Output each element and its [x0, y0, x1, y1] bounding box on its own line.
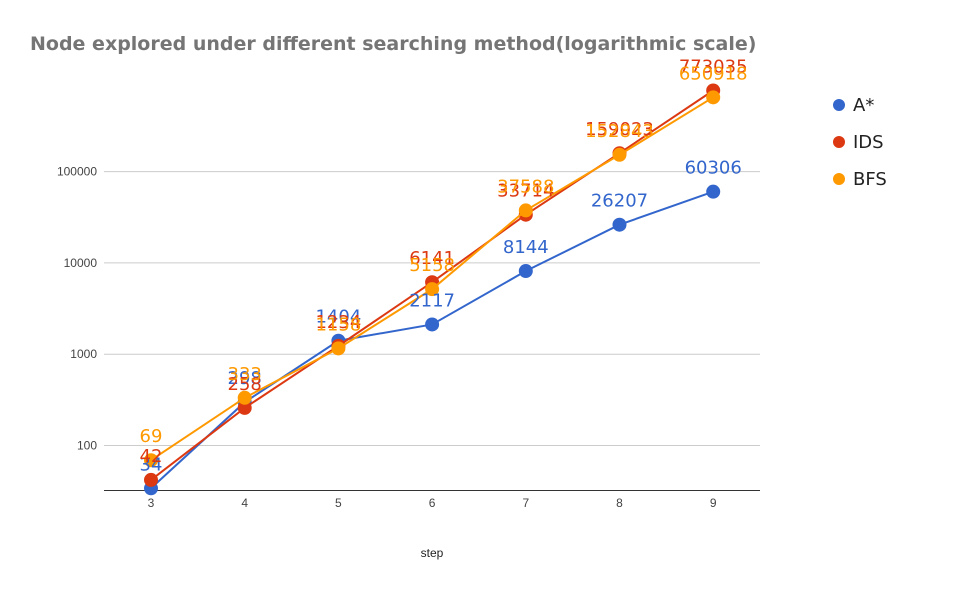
x-tick-label: 9 — [710, 496, 717, 510]
legend-marker — [833, 173, 845, 185]
data-point — [144, 472, 158, 487]
data-label: 26207 — [591, 191, 648, 212]
data-label: 33714 — [497, 181, 554, 202]
legend-marker — [833, 99, 845, 111]
y-tick-label: 10000 — [64, 256, 98, 270]
legend-label: BFS — [853, 169, 887, 190]
x-axis-title: step — [421, 546, 444, 560]
data-point — [331, 341, 346, 356]
x-tick-label: 8 — [616, 496, 623, 510]
data-point — [237, 390, 252, 405]
data-label: 333 — [228, 364, 262, 385]
data-label: 1234 — [315, 312, 361, 333]
x-tick-label: 7 — [522, 496, 529, 510]
data-label: 1158 — [315, 314, 361, 335]
x-axis-ticks: 3 4 5 6 7 8 9 — [148, 496, 717, 510]
x-tick-label: 5 — [335, 496, 342, 510]
data-label: 298 — [228, 368, 262, 389]
data-point — [144, 453, 158, 468]
legend-marker — [833, 136, 845, 148]
data-label: 1404 — [315, 307, 361, 328]
data-label: 5158 — [409, 255, 455, 276]
x-tick-label: 4 — [241, 496, 248, 510]
data-label: 60306 — [685, 158, 742, 179]
legend: A* IDS BFS — [833, 95, 887, 190]
data-point — [518, 203, 533, 218]
data-label: 34 — [140, 454, 163, 475]
legend-label: IDS — [853, 132, 884, 153]
data-point — [518, 264, 533, 279]
data-label: 650918 — [679, 63, 748, 84]
data-label: 159023 — [585, 119, 654, 140]
series-line — [150, 190, 714, 490]
data-label: 37588 — [497, 176, 554, 197]
y-axis-ticks: 100 1000 10000 100000 — [57, 165, 97, 453]
data-point — [425, 317, 440, 332]
data-label: 773035 — [679, 57, 748, 78]
data-point — [612, 147, 627, 162]
data-point — [237, 400, 252, 415]
data-point — [612, 217, 627, 232]
chart-title: Node explored under different searching … — [30, 33, 756, 55]
series-bfs — [144, 90, 721, 468]
data-label: 42 — [140, 446, 163, 467]
data-label: 258 — [228, 374, 262, 395]
y-tick-label: 1000 — [70, 347, 97, 361]
x-tick-label: 6 — [429, 496, 436, 510]
data-point — [425, 282, 440, 297]
series-a — [144, 184, 721, 496]
series — [144, 83, 721, 496]
y-tick-label: 100 — [77, 439, 97, 453]
data-label: 152843 — [585, 121, 654, 142]
y-tick-label: 100000 — [57, 165, 97, 179]
data-point — [706, 184, 721, 199]
data-label: 2117 — [409, 290, 455, 311]
data-labels: 34 298 1404 2117 8144 26207 60306 42 258 1234 6141… — [140, 57, 748, 476]
data-label: 69 — [140, 426, 163, 447]
data-label: 6141 — [409, 248, 455, 269]
x-tick-label: 3 — [148, 496, 155, 510]
grid — [104, 171, 760, 491]
data-label: 8144 — [503, 237, 549, 258]
data-point — [706, 90, 721, 105]
legend-label: A* — [853, 95, 874, 116]
